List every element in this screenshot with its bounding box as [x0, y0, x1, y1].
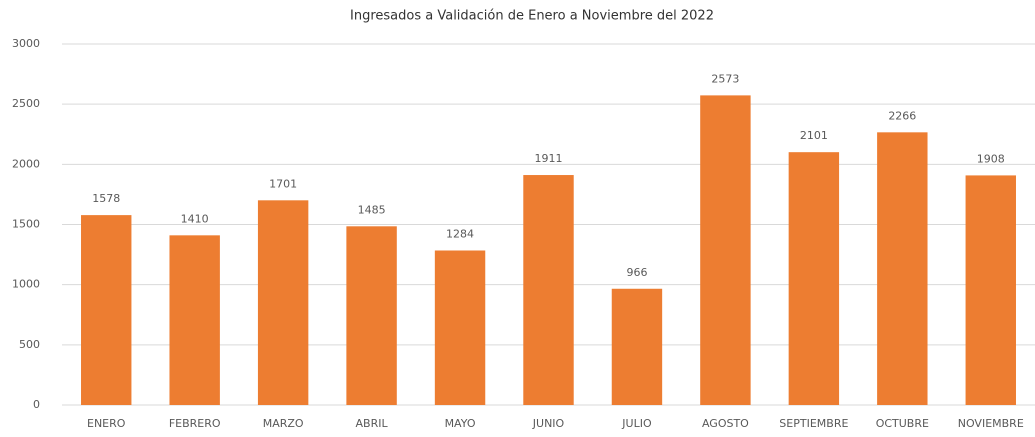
data-label: 1701	[269, 177, 297, 190]
y-tick-label: 1500	[12, 218, 40, 231]
x-tick-label: MAYO	[445, 417, 476, 430]
x-tick-label: MARZO	[263, 417, 304, 430]
chart-title: Ingresados a Validación de Enero a Novie…	[350, 9, 714, 24]
data-label: 1410	[181, 212, 209, 225]
x-tick-label: ENERO	[87, 417, 126, 430]
bar	[257, 200, 309, 405]
x-tick-label: AGOSTO	[702, 417, 749, 430]
y-tick-label: 0	[33, 398, 40, 411]
y-tick-label: 2000	[12, 157, 40, 170]
bar	[700, 95, 751, 406]
x-tick-label: NOVIEMBRE	[958, 417, 1024, 430]
bar	[965, 175, 1016, 405]
x-tick-label: OCTUBRE	[876, 417, 929, 430]
bar	[434, 250, 486, 405]
data-label: 966	[626, 266, 647, 279]
data-label: 2573	[711, 72, 739, 85]
bar	[523, 175, 574, 405]
data-label: 2101	[800, 129, 828, 142]
bar	[346, 226, 397, 405]
y-tick-label: 2500	[12, 97, 40, 110]
y-tick-label: 3000	[12, 37, 40, 50]
bar	[877, 132, 928, 406]
data-label: 1908	[977, 152, 1005, 165]
x-tick-label: ABRIL	[356, 417, 389, 430]
x-tick-label: FEBRERO	[169, 417, 221, 430]
bar	[169, 235, 220, 405]
x-tick-label: JUNIO	[532, 417, 565, 430]
x-tick-label: JULIO	[621, 417, 652, 430]
data-label: 1578	[92, 192, 120, 205]
data-label: 2266	[888, 109, 916, 122]
y-tick-label: 500	[19, 338, 40, 351]
data-label: 1911	[535, 152, 563, 165]
data-label: 1284	[446, 227, 474, 240]
data-label: 1485	[358, 203, 386, 216]
bar	[81, 215, 132, 405]
y-tick-label: 1000	[12, 278, 40, 291]
bar	[611, 288, 663, 405]
bar	[788, 152, 840, 405]
x-tick-label: SEPTIEMBRE	[779, 417, 848, 430]
